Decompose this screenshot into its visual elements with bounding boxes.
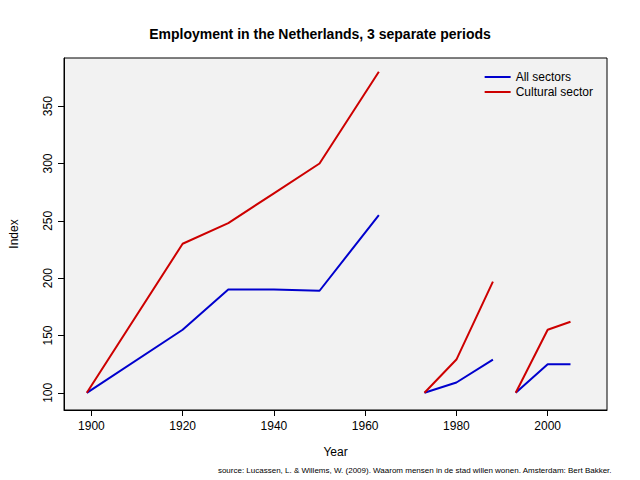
svg-text:1900: 1900: [78, 419, 105, 433]
svg-text:1980: 1980: [443, 419, 470, 433]
svg-text:1920: 1920: [169, 419, 196, 433]
svg-text:1960: 1960: [352, 419, 379, 433]
svg-text:250: 250: [41, 210, 55, 230]
svg-text:100: 100: [41, 382, 55, 402]
svg-text:2000: 2000: [534, 419, 561, 433]
svg-text:350: 350: [41, 96, 55, 116]
svg-text:Employment in the Netherlands,: Employment in the Netherlands, 3 separat…: [149, 26, 491, 42]
svg-text:source: Lucassen, L. & Willems: source: Lucassen, L. & Willems, W. (2009…: [218, 466, 612, 475]
svg-text:200: 200: [41, 268, 55, 288]
svg-text:1940: 1940: [261, 419, 288, 433]
svg-text:Index: Index: [7, 219, 21, 248]
svg-text:Year: Year: [323, 445, 347, 459]
svg-text:150: 150: [41, 325, 55, 345]
svg-text:Cultural sector: Cultural sector: [516, 85, 593, 99]
svg-text:300: 300: [41, 153, 55, 173]
svg-text:All sectors: All sectors: [516, 70, 571, 84]
